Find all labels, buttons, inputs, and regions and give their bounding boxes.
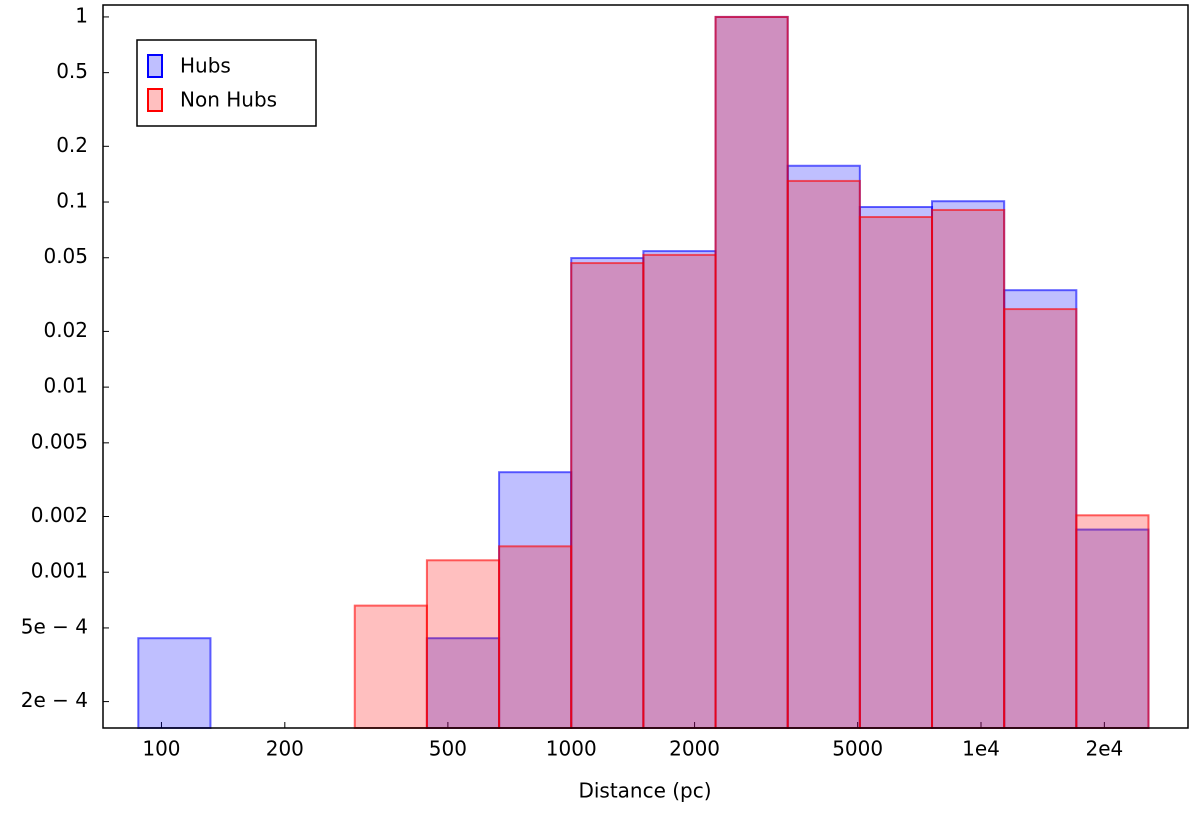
- bar: [425, 559, 501, 729]
- legend-label: Non Hubs: [180, 88, 277, 112]
- bar: [642, 253, 717, 730]
- x-tick-label: 1e4: [962, 737, 1000, 761]
- bar: [570, 257, 645, 729]
- legend-swatch: [147, 88, 163, 112]
- legend-box: [136, 39, 317, 127]
- bar: [786, 179, 861, 730]
- bar: [1075, 514, 1150, 730]
- bar: [570, 262, 645, 729]
- y-tick-label: 0.002: [31, 503, 88, 527]
- y-tick-label: 0.2: [56, 133, 88, 157]
- y-tick-label: 2e − 4: [21, 688, 88, 712]
- y-tick-label: 0.5: [56, 59, 88, 83]
- y-tick-label: 0.02: [43, 318, 88, 342]
- x-tick-label: 2e4: [1085, 737, 1123, 761]
- bar: [498, 471, 573, 729]
- bar: [1003, 308, 1078, 729]
- bar: [498, 545, 573, 729]
- bar: [353, 604, 428, 729]
- bar: [931, 208, 1006, 730]
- x-tick-label: 1000: [546, 737, 597, 761]
- legend-label: Hubs: [180, 54, 231, 78]
- y-tick-label: 0.005: [31, 429, 88, 453]
- y-tick-label: 0.01: [43, 374, 88, 398]
- x-tick-label: 500: [429, 737, 467, 761]
- y-tick-label: 0.1: [56, 189, 88, 213]
- bar: [1003, 289, 1078, 729]
- y-tick-label: 1: [75, 3, 88, 27]
- x-axis-label: Distance (pc): [578, 779, 711, 803]
- x-tick-label: 5000: [832, 737, 883, 761]
- legend-swatch: [147, 54, 163, 78]
- bar: [137, 637, 212, 730]
- bar: [931, 200, 1006, 730]
- plot-frame: [102, 4, 1189, 729]
- y-tick-label: 5e − 4: [21, 614, 88, 638]
- x-tick-label: 2000: [669, 737, 720, 761]
- y-tick-label: 0.05: [43, 244, 88, 268]
- x-tick-label: 100: [142, 737, 180, 761]
- bar: [1075, 528, 1150, 730]
- x-tick-label: 200: [266, 737, 304, 761]
- y-tick-label: 0.001: [31, 559, 88, 583]
- bar: [714, 15, 789, 730]
- bar: [858, 216, 934, 729]
